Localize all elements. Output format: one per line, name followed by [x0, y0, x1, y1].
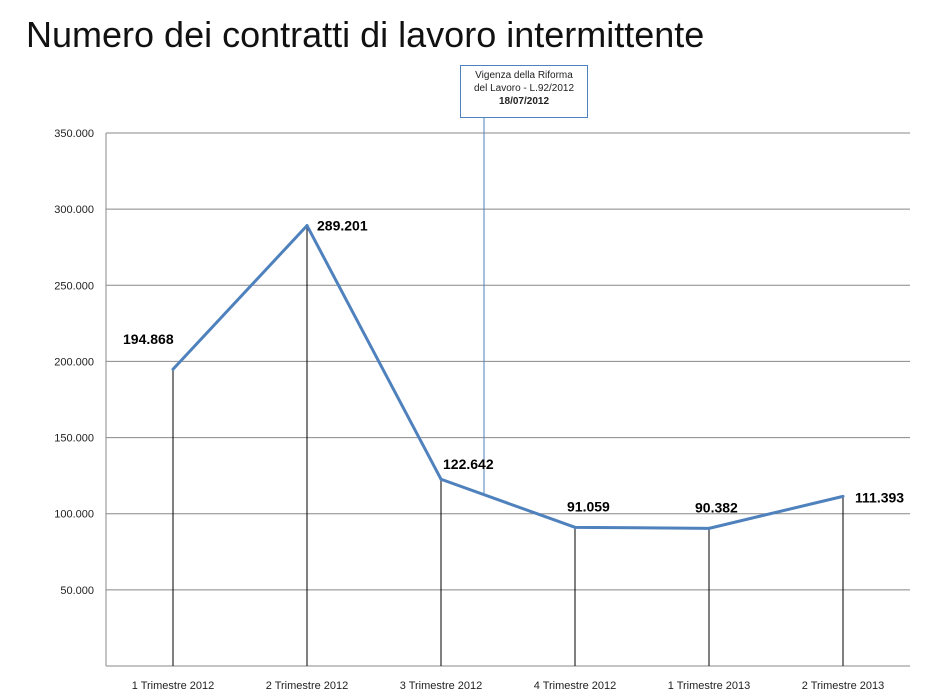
series [171, 224, 845, 530]
data-label: 194.868 [123, 331, 174, 347]
y-tick-label: 150.000 [54, 433, 94, 445]
data-label: 90.382 [695, 499, 738, 515]
data-point [439, 477, 443, 481]
data-point [707, 526, 711, 530]
annotation-line2: del Lavoro - L.92/2012 [473, 83, 575, 94]
data-label: 91.059 [567, 498, 610, 514]
y-tick-label: 250.000 [54, 280, 94, 292]
x-tick-label: 2 Trimestre 2012 [266, 680, 349, 692]
y-tick-label: 100.000 [54, 509, 94, 521]
axes [105, 133, 910, 667]
y-tick-labels: 50.000 100.000 150.000 200.000 250.000 300.00… [54, 128, 94, 597]
data-label: 289.201 [317, 218, 368, 234]
data-label: 111.393 [855, 489, 904, 505]
y-tick-label: 50.000 [60, 585, 94, 597]
data-point [305, 224, 309, 228]
annotation-date: 18/07/2012 [498, 96, 550, 107]
series-line [171, 224, 844, 530]
data-point [573, 525, 577, 529]
x-tick-label: 3 Trimestre 2012 [400, 680, 483, 692]
y-tick-label: 350.000 [54, 128, 94, 140]
x-tick-label: 1 Trimestre 2012 [132, 680, 215, 692]
chart-title: Numero dei contratti di lavoro intermitt… [26, 14, 705, 55]
data-labels: 194.868 289.201 122.642 91.059 90.382 111.393 [123, 218, 904, 516]
annotation-line1: Vigenza della Riforma [475, 70, 573, 81]
x-tick-label: 4 Trimestre 2012 [534, 680, 617, 692]
drop-lines [172, 225, 844, 666]
y-tick-label: 200.000 [54, 356, 94, 368]
x-tick-label: 1 Trimestre 2013 [668, 680, 751, 692]
y-tick-label: 300.000 [54, 204, 94, 216]
x-tick-labels: 1 Trimestre 2012 2 Trimestre 2012 3 Trimes… [132, 680, 885, 692]
gridlines [106, 132, 910, 591]
x-tick-label: 2 Trimestre 2013 [802, 680, 885, 692]
data-point [841, 494, 845, 498]
data-label: 122.642 [443, 456, 494, 472]
annotation-box: Vigenza della Riforma del Lavoro - L.92/… [460, 65, 588, 118]
data-point [171, 367, 175, 371]
